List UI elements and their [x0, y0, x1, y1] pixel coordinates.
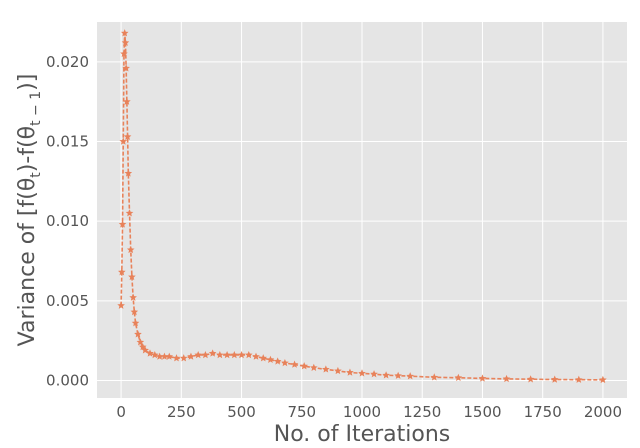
series-markers — [117, 29, 607, 384]
data-point — [244, 350, 253, 359]
y-tick-label: 0.005 — [46, 292, 89, 310]
y-axis-title-sub1: t — [28, 172, 44, 178]
data-point — [406, 372, 414, 380]
x-tick-label: 750 — [287, 403, 316, 421]
data-point — [120, 29, 129, 37]
y-tick-label: 0.020 — [46, 53, 89, 71]
data-point — [136, 338, 145, 346]
tick-labels: 0 250 500 750 1000 1250 1500 1750 2000 0.000 0.005… — [46, 53, 622, 421]
data-point — [454, 373, 463, 381]
data-point — [146, 349, 154, 357]
x-tick-label: 500 — [227, 403, 256, 421]
data-point — [430, 373, 439, 381]
data-point — [172, 354, 181, 362]
data-point — [194, 350, 202, 359]
data-point — [201, 350, 210, 359]
data-point — [370, 370, 378, 378]
data-point — [141, 346, 149, 354]
data-point — [478, 374, 487, 382]
data-point — [129, 293, 137, 301]
y-axis-title-sub2: t − 1 — [28, 91, 44, 126]
data-point — [216, 350, 224, 359]
data-point — [122, 64, 130, 72]
y-axis-title-pre: Variance of [f(θ — [15, 178, 40, 347]
data-point — [134, 330, 142, 338]
data-point — [550, 375, 559, 383]
y-tick-label: 0.015 — [46, 132, 89, 150]
x-tick-label: 1500 — [463, 403, 501, 421]
data-point — [300, 362, 308, 370]
data-point — [322, 365, 330, 373]
data-point — [526, 375, 535, 383]
data-point — [119, 137, 128, 145]
data-point — [382, 371, 390, 379]
data-point — [394, 371, 402, 379]
data-point — [128, 272, 136, 281]
x-tick-label: 250 — [167, 403, 196, 421]
data-point — [124, 169, 133, 177]
data-point — [123, 132, 132, 140]
data-point — [290, 360, 299, 368]
data-point — [155, 352, 164, 360]
data-point — [160, 352, 169, 360]
y-tick-label: 0.010 — [46, 212, 89, 230]
data-point — [165, 352, 174, 360]
data-point — [118, 268, 126, 276]
data-point — [118, 220, 127, 228]
y-axis-title-post: )] — [15, 74, 40, 91]
data-point — [230, 350, 239, 359]
x-tick-label: 1250 — [403, 403, 441, 421]
data-point — [121, 38, 130, 46]
data-point — [223, 350, 231, 359]
x-tick-label: 1750 — [524, 403, 562, 421]
data-point — [151, 350, 159, 359]
data-point — [125, 209, 134, 217]
data-point — [130, 307, 139, 316]
data-point — [179, 354, 188, 362]
x-tick-label: 1000 — [343, 403, 381, 421]
y-axis-title-mid: )-f(θ — [15, 126, 40, 172]
data-point — [273, 357, 282, 365]
y-axis-title: Variance of [f(θt)-f(θt − 1)] — [15, 74, 44, 347]
data-point — [575, 375, 583, 383]
data-point — [123, 97, 131, 105]
data-point — [310, 363, 318, 371]
data-point — [334, 366, 342, 375]
data-point — [502, 374, 511, 383]
data-point — [187, 352, 195, 360]
data-point — [126, 245, 135, 254]
x-axis-title: No. of Iterations — [274, 422, 451, 447]
data-point — [117, 301, 125, 309]
data-point — [358, 369, 366, 377]
data-point — [120, 49, 128, 58]
data-point — [259, 354, 268, 362]
data-point — [599, 375, 607, 384]
data-point — [208, 349, 217, 357]
data-point — [346, 368, 354, 376]
data-point — [131, 319, 140, 327]
grid-lines — [97, 22, 627, 398]
x-tick-label: 0 — [116, 403, 126, 421]
x-tick-label: 2000 — [584, 403, 622, 421]
data-point — [237, 350, 246, 359]
y-tick-label: 0.000 — [46, 371, 89, 389]
data-point — [266, 355, 275, 363]
data-point — [252, 352, 260, 360]
data-point — [281, 358, 289, 367]
